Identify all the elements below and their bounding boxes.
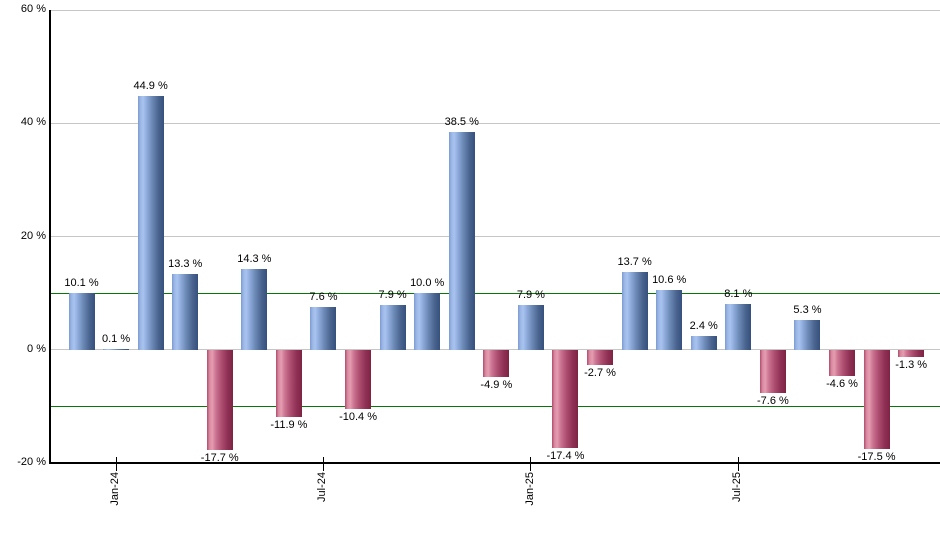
bar-value-label: 13.7 %: [617, 256, 652, 269]
x-axis-tick-label: Jan-25: [523, 472, 536, 506]
bar-value-label: 5.3 %: [793, 303, 822, 316]
bar-value-label: 2.4 %: [689, 320, 718, 333]
bar-value-label: -17.5 %: [857, 450, 896, 463]
reference-line--10pct: [50, 405, 940, 407]
bar-value-label: -11.9 %: [270, 419, 308, 432]
bar-value-label: 8.1 %: [724, 287, 753, 300]
bar-value-label: 10.6 %: [652, 273, 687, 286]
y-axis-tick-label: -20 %: [17, 456, 46, 468]
negative-bar: [898, 349, 925, 358]
x-axis-tick-label: Jul-25: [731, 472, 744, 502]
bar-value-label: 0.1 %: [101, 332, 131, 345]
negative-bar: [552, 349, 579, 449]
bar-value-label: 7.9 %: [516, 289, 545, 302]
positive-bar: [310, 306, 337, 350]
gridline-40pct: [50, 122, 940, 124]
positive-bar: [690, 336, 717, 350]
negative-bar: [759, 349, 786, 393]
negative-bar: [275, 349, 302, 418]
bar-value-label: -17.4 %: [546, 450, 585, 463]
negative-bar: [206, 349, 233, 450]
bar-value-label: 7.9 %: [378, 289, 407, 302]
y-axis-line: [49, 10, 51, 463]
positive-bar: [621, 272, 648, 350]
negative-bar: [587, 349, 614, 366]
bar-value-label: -4.9 %: [480, 379, 513, 392]
positive-bar: [241, 268, 268, 350]
bar-value-label: -10.4 %: [339, 410, 378, 423]
x-axis-tick: [322, 457, 324, 471]
x-axis-tick: [737, 457, 739, 471]
positive-bar: [68, 292, 95, 350]
bar-value-label: -4.6 %: [826, 377, 858, 390]
bar-value-label: 14.3 %: [237, 252, 272, 265]
bar-value-label: -7.6 %: [756, 394, 789, 407]
bar-value-label: 44.9 %: [133, 79, 168, 92]
negative-bar: [345, 349, 372, 409]
x-axis-line: [49, 462, 940, 464]
negative-bar: [863, 349, 890, 449]
positive-bar: [725, 303, 752, 350]
negative-bar: [483, 349, 510, 378]
bar-value-label: -2.7 %: [584, 367, 616, 380]
positive-bar: [172, 274, 199, 350]
bar-value-label: 10.0 %: [410, 277, 445, 290]
bar-value-label: 7.6 %: [309, 290, 338, 303]
bar-value-label: 13.3 %: [168, 258, 203, 271]
x-axis-tick-label: Jan-24: [109, 472, 122, 506]
x-axis-tick: [115, 457, 117, 471]
positive-bar: [137, 95, 164, 350]
y-axis-tick-label: 0 %: [27, 342, 46, 355]
positive-bar: [103, 348, 130, 350]
y-axis-tick-label: 40 %: [20, 116, 46, 129]
positive-bar: [794, 319, 821, 350]
positive-bar: [379, 305, 406, 350]
positive-bar: [656, 289, 683, 350]
positive-bar: [414, 293, 441, 350]
negative-bar: [829, 349, 856, 376]
x-axis-tick: [530, 457, 532, 471]
gridline-20pct: [50, 236, 940, 237]
y-axis-tick-label: 60 %: [20, 3, 46, 15]
x-axis-tick-label: Jul-24: [316, 472, 329, 502]
bar-value-label: -17.7 %: [200, 451, 239, 464]
positive-bar: [448, 131, 475, 350]
gridline-60pct: [50, 9, 940, 11]
y-axis-tick-label: 20 %: [20, 229, 46, 242]
reference-line-10pct: [50, 292, 940, 294]
bar-value-label: 10.1 %: [64, 276, 99, 289]
bar-value-label: -1.3 %: [895, 359, 928, 372]
bar-value-label: 38.5 %: [444, 115, 479, 128]
positive-bar: [517, 305, 544, 350]
